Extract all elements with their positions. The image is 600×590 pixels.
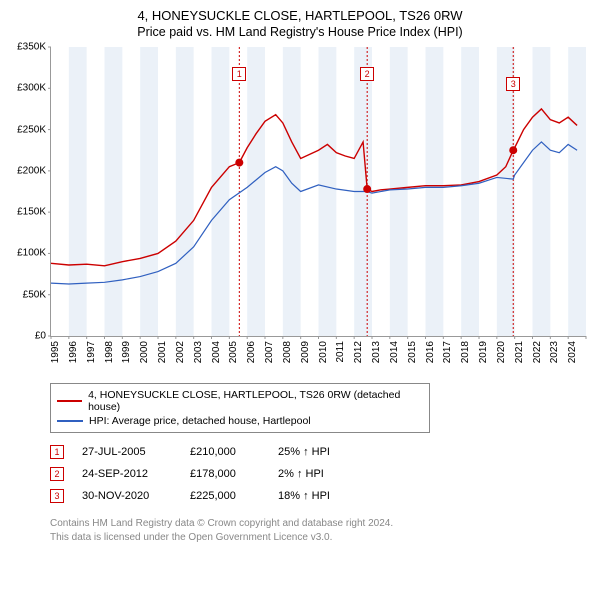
sale-price: £210,000: [190, 446, 260, 458]
y-tick-label: £250K: [17, 124, 46, 135]
legend-row: 4, HONEYSUCKLE CLOSE, HARTLEPOOL, TS26 0…: [57, 388, 423, 414]
legend-label: 4, HONEYSUCKLE CLOSE, HARTLEPOOL, TS26 0…: [88, 389, 423, 413]
x-tick-label: 2000: [139, 341, 150, 363]
x-tick-label: 2008: [282, 341, 293, 363]
x-tick-label: 1999: [121, 341, 132, 363]
x-tick-label: 1996: [68, 341, 79, 363]
y-tick-label: £300K: [17, 83, 46, 94]
sale-marker-1: 1: [232, 67, 246, 81]
x-tick-label: 2018: [460, 341, 471, 363]
y-tick-label: £50K: [23, 289, 46, 300]
x-tick-label: 2019: [478, 341, 489, 363]
footer-line-1: Contains HM Land Registry data © Crown c…: [50, 517, 592, 531]
y-tick-label: £350K: [17, 42, 46, 53]
x-tick-label: 2012: [353, 341, 364, 363]
x-tick-label: 2017: [442, 341, 453, 363]
sale-tag-icon: 2: [50, 467, 64, 481]
sale-date: 30-NOV-2020: [82, 490, 172, 502]
x-tick-label: 2015: [407, 341, 418, 363]
footer-line-2: This data is licensed under the Open Gov…: [50, 531, 592, 545]
sale-price: £225,000: [190, 490, 260, 502]
sale-pct: 25% ↑ HPI: [278, 446, 358, 458]
x-tick-label: 2001: [157, 341, 168, 363]
y-axis-labels: £0£50K£100K£150K£200K£250K£300K£350K: [8, 47, 48, 377]
x-tick-label: 2010: [318, 341, 329, 363]
x-axis-labels: 1995 1996 1997 1998 1999 2000 2001 2002 2003 2004…: [50, 339, 586, 377]
legend-swatch: [57, 400, 82, 402]
x-tick-label: 2016: [425, 341, 436, 363]
sale-row: 1 27-JUL-2005 £210,000 25% ↑ HPI: [50, 441, 592, 463]
x-tick-label: 2004: [211, 341, 222, 363]
legend: 4, HONEYSUCKLE CLOSE, HARTLEPOOL, TS26 0…: [50, 383, 430, 433]
x-tick-label: 2014: [389, 341, 400, 363]
x-tick-label: 2002: [175, 341, 186, 363]
x-tick-label: 2022: [532, 341, 543, 363]
legend-label: HPI: Average price, detached house, Hart…: [89, 415, 311, 427]
x-tick-label: 1997: [86, 341, 97, 363]
chart-subtitle: Price paid vs. HM Land Registry's House …: [8, 25, 592, 39]
sale-marker-2: 2: [360, 67, 374, 81]
x-tick-label: 2006: [246, 341, 257, 363]
x-tick-label: 2003: [193, 341, 204, 363]
y-tick-label: £150K: [17, 207, 46, 218]
chart-container: 4, HONEYSUCKLE CLOSE, HARTLEPOOL, TS26 0…: [0, 0, 600, 552]
x-tick-label: 1998: [104, 341, 115, 363]
y-tick-label: £200K: [17, 165, 46, 176]
x-tick-label: 2009: [300, 341, 311, 363]
sale-date: 24-SEP-2012: [82, 468, 172, 480]
x-tick-label: 2011: [335, 341, 346, 363]
x-tick-label: 1995: [50, 341, 61, 363]
chart-title: 4, HONEYSUCKLE CLOSE, HARTLEPOOL, TS26 0…: [8, 8, 592, 23]
sale-date: 27-JUL-2005: [82, 446, 172, 458]
y-tick-label: £100K: [17, 248, 46, 259]
sale-row: 2 24-SEP-2012 £178,000 2% ↑ HPI: [50, 463, 592, 485]
legend-row: HPI: Average price, detached house, Hart…: [57, 414, 423, 428]
x-tick-label: 2023: [549, 341, 560, 363]
x-tick-label: 2013: [371, 341, 382, 363]
x-tick-label: 2021: [514, 341, 525, 363]
sale-row: 3 30-NOV-2020 £225,000 18% ↑ HPI: [50, 485, 592, 507]
x-tick-label: 2024: [567, 341, 578, 363]
sales-table: 1 27-JUL-2005 £210,000 25% ↑ HPI 2 24-SEP-201…: [50, 441, 592, 507]
chart-area: £0£50K£100K£150K£200K£250K£300K£350K 123…: [8, 47, 592, 377]
sale-pct: 2% ↑ HPI: [278, 468, 358, 480]
x-tick-label: 2020: [496, 341, 507, 363]
sale-tag-icon: 3: [50, 489, 64, 503]
y-tick-label: £0: [35, 331, 46, 342]
sale-marker-3: 3: [506, 77, 520, 91]
legend-swatch: [57, 420, 83, 422]
sale-pct: 18% ↑ HPI: [278, 490, 358, 502]
x-tick-label: 2007: [264, 341, 275, 363]
plot-area: 1 2 3: [50, 47, 586, 337]
x-tick-label: 2005: [228, 341, 239, 363]
sale-tag-icon: 1: [50, 445, 64, 459]
footer: Contains HM Land Registry data © Crown c…: [50, 517, 592, 544]
sale-price: £178,000: [190, 468, 260, 480]
